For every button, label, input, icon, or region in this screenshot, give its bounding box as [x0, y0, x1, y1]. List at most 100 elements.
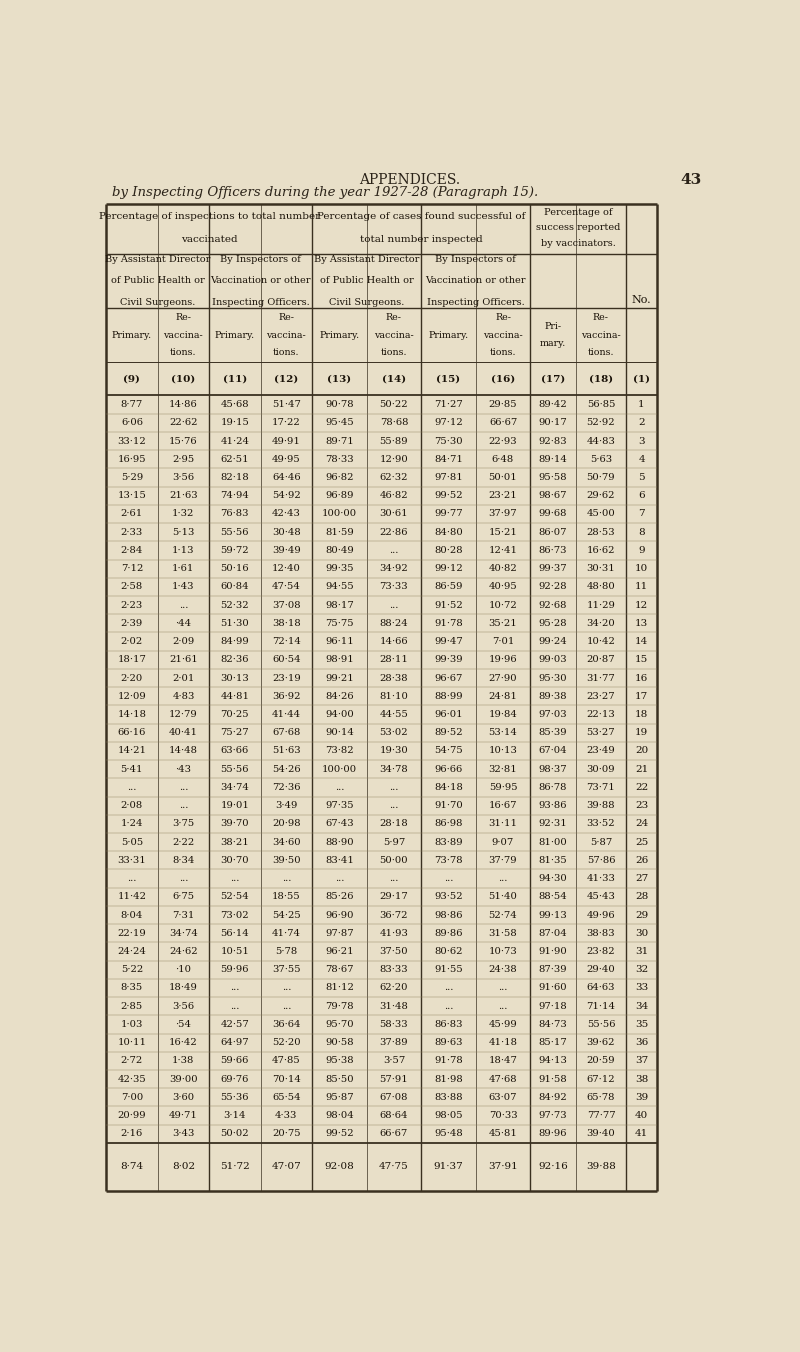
Text: 15: 15: [635, 656, 648, 664]
Text: 53·27: 53·27: [586, 729, 615, 737]
Text: 78·33: 78·33: [325, 454, 354, 464]
Text: 4·33: 4·33: [275, 1111, 298, 1119]
Text: 99·77: 99·77: [434, 510, 462, 518]
Text: 14·18: 14·18: [118, 710, 146, 719]
Text: Inspecting Officers.: Inspecting Officers.: [212, 299, 310, 307]
Text: 41·24: 41·24: [220, 437, 250, 446]
Text: 94·00: 94·00: [325, 710, 354, 719]
Text: 81·59: 81·59: [325, 527, 354, 537]
Text: 95·28: 95·28: [538, 619, 567, 627]
Text: ...: ...: [444, 983, 453, 992]
Text: 73·82: 73·82: [325, 746, 354, 756]
Text: 29·62: 29·62: [586, 491, 615, 500]
Text: 29·17: 29·17: [379, 892, 408, 902]
Text: tions.: tions.: [273, 349, 299, 357]
Text: 51·63: 51·63: [272, 746, 301, 756]
Text: 73·33: 73·33: [379, 583, 408, 591]
Text: 18: 18: [635, 710, 648, 719]
Text: 2·39: 2·39: [121, 619, 143, 627]
Text: 95·58: 95·58: [538, 473, 567, 481]
Text: 2·02: 2·02: [121, 637, 143, 646]
Text: 12: 12: [635, 600, 648, 610]
Text: 10·13: 10·13: [489, 746, 518, 756]
Text: 8·04: 8·04: [121, 910, 143, 919]
Text: 81·35: 81·35: [538, 856, 567, 865]
Text: 84·92: 84·92: [538, 1092, 567, 1102]
Text: 59·95: 59·95: [489, 783, 518, 792]
Text: 91·70: 91·70: [434, 802, 463, 810]
Text: 88·54: 88·54: [538, 892, 567, 902]
Text: 12·79: 12·79: [169, 710, 198, 719]
Text: 92·16: 92·16: [538, 1163, 568, 1171]
Text: 1·32: 1·32: [172, 510, 194, 518]
Text: 100·00: 100·00: [322, 765, 357, 773]
Text: (9): (9): [123, 375, 140, 383]
Text: 12·09: 12·09: [118, 692, 146, 700]
Text: 56·14: 56·14: [221, 929, 250, 938]
Text: 85·17: 85·17: [538, 1038, 567, 1048]
Text: 2·20: 2·20: [121, 673, 143, 683]
Text: 16·62: 16·62: [586, 546, 615, 554]
Text: 87·04: 87·04: [538, 929, 567, 938]
Text: Percentage of inspections to total number: Percentage of inspections to total numbe…: [98, 212, 320, 220]
Text: 92·68: 92·68: [538, 600, 567, 610]
Text: Inspecting Officers.: Inspecting Officers.: [427, 299, 525, 307]
Text: 36·92: 36·92: [272, 692, 301, 700]
Text: 31·77: 31·77: [586, 673, 615, 683]
Text: 71·14: 71·14: [586, 1002, 615, 1011]
Text: 23: 23: [635, 802, 648, 810]
Text: 96·82: 96·82: [325, 473, 354, 481]
Text: 36·72: 36·72: [380, 910, 408, 919]
Text: 45·43: 45·43: [586, 892, 615, 902]
Text: 3·56: 3·56: [172, 473, 194, 481]
Text: 22·19: 22·19: [118, 929, 146, 938]
Text: 2·16: 2·16: [121, 1129, 143, 1138]
Text: 26: 26: [635, 856, 648, 865]
Text: ...: ...: [498, 1002, 508, 1011]
Text: 99·37: 99·37: [538, 564, 567, 573]
Text: 7·01: 7·01: [492, 637, 514, 646]
Text: Re-: Re-: [175, 312, 191, 322]
Text: 16·42: 16·42: [169, 1038, 198, 1048]
Text: 86·78: 86·78: [538, 783, 567, 792]
Text: 3: 3: [638, 437, 645, 446]
Text: 75·30: 75·30: [434, 437, 462, 446]
Text: 24: 24: [635, 819, 648, 829]
Text: 1·03: 1·03: [121, 1019, 143, 1029]
Text: 17·22: 17·22: [272, 418, 301, 427]
Text: 37·89: 37·89: [379, 1038, 408, 1048]
Text: 51·40: 51·40: [489, 892, 518, 902]
Text: 98·04: 98·04: [325, 1111, 354, 1119]
Text: 50·02: 50·02: [221, 1129, 249, 1138]
Text: 23·19: 23·19: [272, 673, 301, 683]
Text: 16: 16: [635, 673, 648, 683]
Text: 89·71: 89·71: [325, 437, 354, 446]
Text: 2·22: 2·22: [172, 838, 194, 846]
Text: 38·83: 38·83: [586, 929, 615, 938]
Text: 11: 11: [635, 583, 648, 591]
Text: 39: 39: [635, 1092, 648, 1102]
Text: 55·36: 55·36: [221, 1092, 249, 1102]
Text: 71·27: 71·27: [434, 400, 463, 410]
Text: 2·08: 2·08: [121, 802, 143, 810]
Text: 50·16: 50·16: [221, 564, 249, 573]
Text: 33: 33: [635, 983, 648, 992]
Text: 33·31: 33·31: [118, 856, 146, 865]
Text: ...: ...: [178, 802, 188, 810]
Text: 96·89: 96·89: [325, 491, 354, 500]
Text: 60·84: 60·84: [221, 583, 249, 591]
Text: 92·08: 92·08: [325, 1163, 354, 1171]
Text: 1·38: 1·38: [172, 1056, 194, 1065]
Text: 31·48: 31·48: [379, 1002, 408, 1011]
Text: Percentage of cases found successful of: Percentage of cases found successful of: [317, 212, 526, 220]
Text: 63·07: 63·07: [489, 1092, 518, 1102]
Text: 21·61: 21·61: [169, 656, 198, 664]
Text: 33·12: 33·12: [118, 437, 146, 446]
Text: 23·49: 23·49: [586, 746, 615, 756]
Text: 5·97: 5·97: [382, 838, 405, 846]
Text: 85·39: 85·39: [538, 729, 567, 737]
Text: 72·14: 72·14: [272, 637, 301, 646]
Text: 29·40: 29·40: [586, 965, 615, 975]
Text: 89·38: 89·38: [538, 692, 567, 700]
Text: 77·77: 77·77: [586, 1111, 615, 1119]
